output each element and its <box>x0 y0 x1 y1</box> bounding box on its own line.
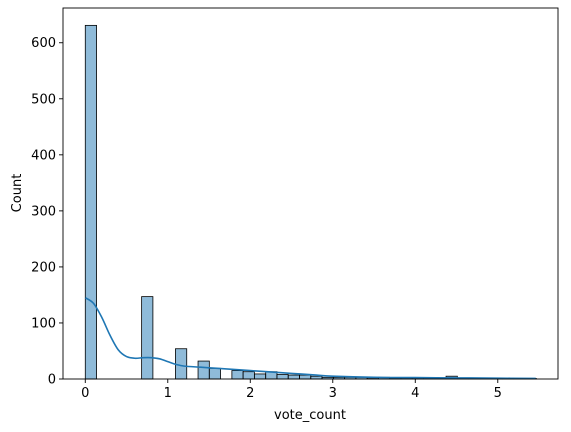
x-tick-label: 0 <box>81 386 89 401</box>
y-axis-label: Count <box>10 174 25 213</box>
histogram-bar <box>208 367 221 380</box>
kde-line <box>84 297 536 380</box>
y-tick-label: 100 <box>31 316 56 331</box>
x-axis-ticks: 0 1 2 3 4 5 <box>81 379 502 401</box>
histogram-bar <box>84 24 97 380</box>
histogram-bar <box>276 374 289 380</box>
plot-frame <box>62 7 559 380</box>
y-tick-label: 500 <box>31 92 56 107</box>
x-tick-label: 4 <box>411 386 419 401</box>
y-tick-label: 200 <box>31 260 56 275</box>
y-tick-label: 0 <box>48 373 56 388</box>
y-tick-label: 600 <box>31 36 56 51</box>
y-tick-label: 400 <box>31 148 56 163</box>
x-axis-label: vote_count <box>274 408 346 423</box>
histogram-bar <box>197 360 210 380</box>
histogram-bar <box>287 374 300 380</box>
x-tick-label: 2 <box>246 386 254 401</box>
y-axis-ticks: 0 100 200 300 400 500 600 <box>31 36 63 388</box>
y-tick-label: 300 <box>31 204 56 219</box>
x-tick-label: 5 <box>494 386 502 401</box>
histogram-bar <box>231 370 244 380</box>
x-tick-label: 3 <box>329 386 337 401</box>
histogram-bar <box>253 373 267 380</box>
histogram-bar <box>242 371 255 380</box>
histogram-bar <box>299 374 312 380</box>
histogram-bar <box>175 348 188 380</box>
histogram-bar <box>141 296 154 380</box>
x-tick-label: 1 <box>164 386 172 401</box>
